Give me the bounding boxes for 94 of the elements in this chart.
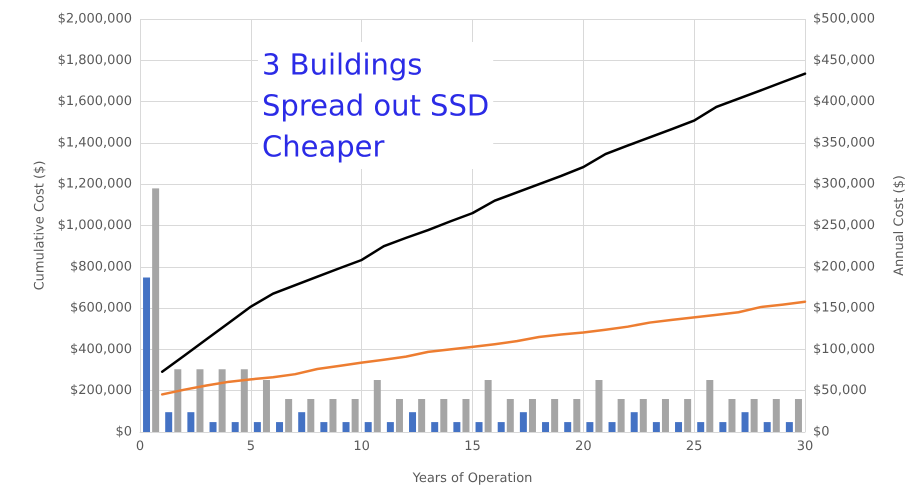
bar (453, 422, 460, 432)
bar (697, 422, 704, 432)
y2-tick-label: $100,000 (813, 342, 876, 357)
y-tick-label: $1,000,000 (58, 218, 132, 233)
bar (728, 398, 736, 432)
bar (254, 422, 261, 432)
bar (551, 398, 558, 432)
y-tick-label: $1,800,000 (58, 52, 132, 68)
bar (586, 422, 594, 432)
y2-tick-label: $400,000 (813, 94, 876, 110)
bar (143, 278, 150, 432)
bar (187, 412, 194, 432)
bar (386, 422, 394, 432)
bar (165, 412, 172, 432)
bar (786, 422, 793, 432)
bar (675, 422, 682, 432)
bar (440, 398, 448, 432)
bar (542, 422, 550, 432)
bar (174, 369, 182, 432)
bar (240, 369, 248, 432)
annotation: 3 Buildings Spread out SSD Cheaper (262, 48, 490, 164)
bar (520, 412, 527, 432)
bar (772, 398, 780, 432)
y-tick-label: $1,600,000 (58, 94, 132, 110)
x-tick-label: 5 (246, 439, 255, 454)
bar (484, 380, 492, 432)
y-axis-title: Cumulative Cost ($) (32, 160, 48, 290)
y-tick-label: $400,000 (70, 342, 132, 357)
x-tick-label: 25 (686, 439, 702, 454)
y2-tick-label: $150,000 (813, 300, 876, 316)
bar (276, 422, 284, 432)
bar (409, 412, 416, 432)
bar (462, 398, 470, 432)
y-tick-label: $2,000,000 (58, 12, 132, 26)
bar (608, 422, 616, 432)
y2-tick-label: $300,000 (813, 176, 876, 192)
bar (764, 422, 771, 432)
bar (262, 380, 270, 432)
bar (750, 398, 758, 432)
x-tick-label: 20 (575, 439, 592, 454)
x-tick-label: 0 (136, 439, 144, 454)
bar (573, 398, 580, 432)
bar (342, 422, 350, 432)
bar (640, 398, 647, 432)
bar (652, 422, 660, 432)
y-tick-label: $0 (115, 424, 132, 440)
x-tick-label: 15 (464, 439, 481, 454)
y2-tick-label: $50,000 (813, 383, 867, 398)
bar (431, 422, 438, 432)
bar (684, 398, 692, 432)
y2-tick-label: $500,000 (813, 12, 876, 26)
x-axis-title: Years of Operation (412, 471, 532, 486)
y2-axis-title: Annual Cost ($) (892, 175, 907, 276)
bar (476, 422, 483, 432)
bar (218, 369, 226, 432)
bar (152, 188, 160, 432)
bar (662, 398, 669, 432)
y2-tick-label: $250,000 (813, 218, 876, 233)
line-series (160, 300, 806, 396)
bar (374, 380, 381, 432)
bar (210, 422, 217, 432)
bar (618, 398, 625, 432)
bar (498, 422, 505, 432)
bar (320, 422, 328, 432)
bar (352, 398, 359, 432)
bar (794, 398, 802, 432)
bar (232, 422, 239, 432)
bar (528, 398, 536, 432)
bar (285, 398, 292, 432)
bar (564, 422, 572, 432)
x-tick-label: 10 (353, 439, 370, 454)
y2-tick-label: $200,000 (813, 259, 876, 274)
y2-tick-label: $0 (813, 424, 830, 440)
bar (630, 412, 638, 432)
bar (595, 380, 602, 432)
bar (719, 422, 726, 432)
y-tick-label: $1,200,000 (58, 176, 132, 192)
y2-tick-label: $450,000 (813, 52, 876, 68)
bar (364, 422, 372, 432)
bar (196, 369, 204, 432)
bar (307, 398, 314, 432)
bar (396, 398, 403, 432)
bar (418, 398, 426, 432)
bar (329, 398, 336, 432)
bar (706, 380, 714, 432)
y-tick-label: $200,000 (70, 383, 132, 398)
bar (298, 412, 306, 432)
x-tick-label: 30 (796, 439, 814, 454)
y-tick-label: $1,400,000 (58, 135, 132, 150)
y-tick-label: $800,000 (70, 259, 132, 274)
bar (506, 398, 514, 432)
y-tick-label: $600,000 (70, 300, 132, 316)
y2-tick-label: $350,000 (813, 135, 876, 150)
bar (742, 412, 749, 432)
